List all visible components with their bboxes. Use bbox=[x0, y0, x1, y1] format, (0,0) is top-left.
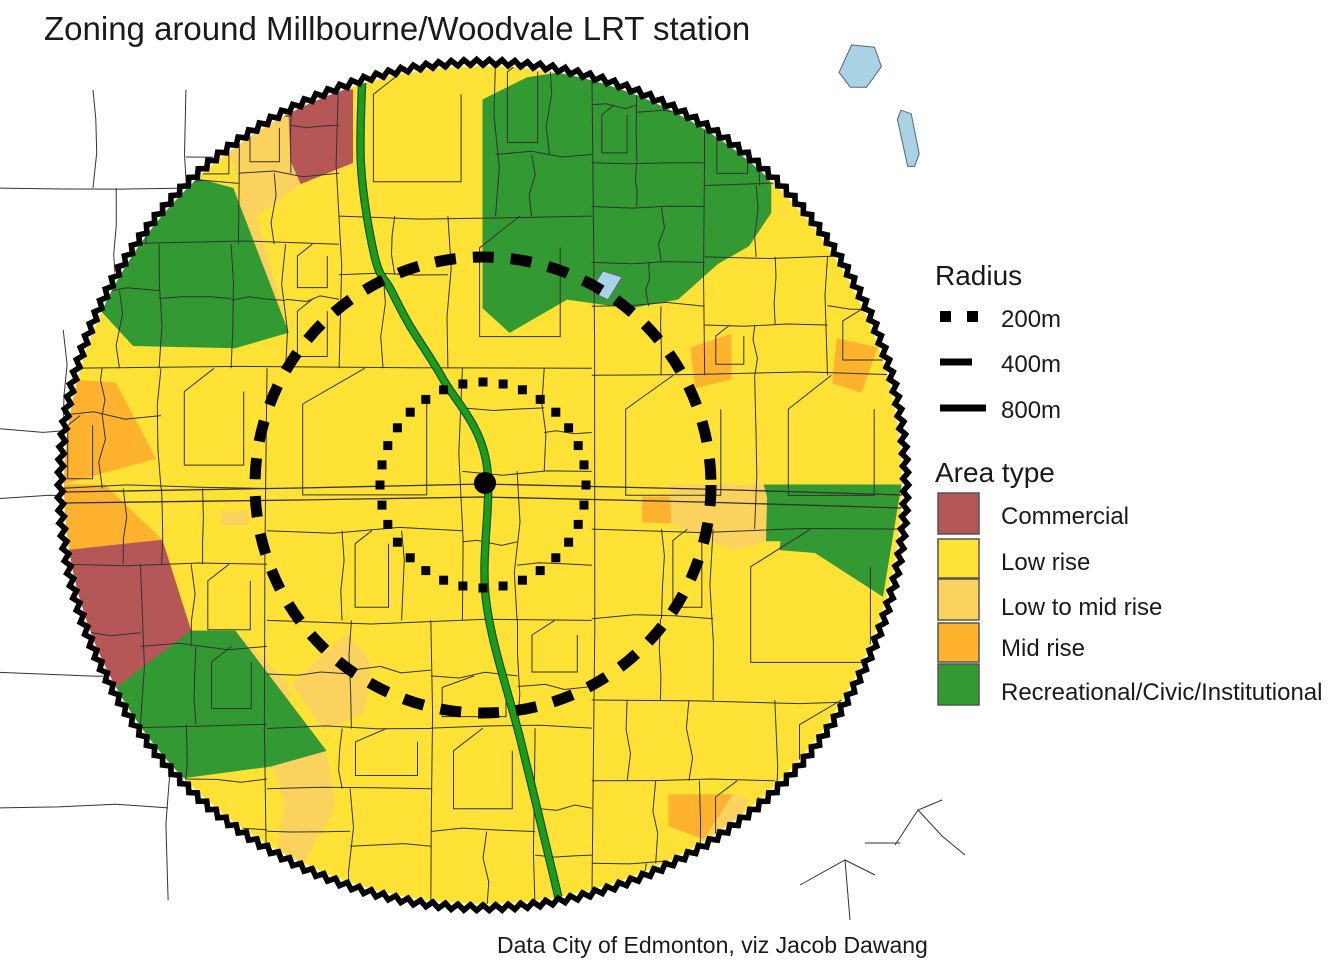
svg-text:Low rise: Low rise bbox=[1001, 549, 1090, 576]
svg-text:Area type: Area type bbox=[935, 457, 1055, 488]
svg-text:Low to mid rise: Low to mid rise bbox=[1001, 594, 1162, 621]
svg-text:800m: 800m bbox=[1001, 397, 1061, 424]
svg-text:Recreational/Civic/Institution: Recreational/Civic/Institutional bbox=[1001, 679, 1322, 706]
svg-text:Commercial: Commercial bbox=[1001, 503, 1129, 530]
svg-text:Radius: Radius bbox=[935, 260, 1022, 291]
svg-text:200m: 200m bbox=[1001, 306, 1061, 333]
svg-text:Mid rise: Mid rise bbox=[1001, 635, 1085, 662]
svg-text:400m: 400m bbox=[1001, 351, 1061, 378]
